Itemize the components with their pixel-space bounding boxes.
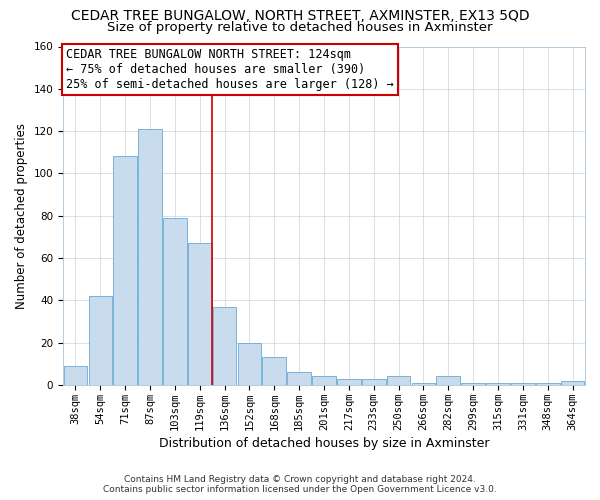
Bar — [64, 366, 87, 385]
Bar — [188, 243, 212, 385]
Bar — [113, 156, 137, 385]
Text: Size of property relative to detached houses in Axminster: Size of property relative to detached ho… — [107, 21, 493, 34]
Text: Contains HM Land Registry data © Crown copyright and database right 2024.
Contai: Contains HM Land Registry data © Crown c… — [103, 474, 497, 494]
Bar — [461, 383, 485, 385]
Bar — [436, 376, 460, 385]
Bar — [412, 383, 435, 385]
Bar — [486, 383, 510, 385]
Bar — [213, 306, 236, 385]
Bar — [561, 380, 584, 385]
Text: CEDAR TREE BUNGALOW NORTH STREET: 124sqm
← 75% of detached houses are smaller (3: CEDAR TREE BUNGALOW NORTH STREET: 124sqm… — [65, 48, 394, 91]
Bar — [163, 218, 187, 385]
Text: CEDAR TREE BUNGALOW, NORTH STREET, AXMINSTER, EX13 5QD: CEDAR TREE BUNGALOW, NORTH STREET, AXMIN… — [71, 9, 529, 23]
Bar — [536, 383, 560, 385]
Bar — [337, 378, 361, 385]
Bar — [287, 372, 311, 385]
Bar — [238, 342, 261, 385]
Bar — [362, 378, 386, 385]
Bar — [138, 129, 162, 385]
Bar — [89, 296, 112, 385]
Bar — [511, 383, 535, 385]
Bar — [262, 358, 286, 385]
Bar — [312, 376, 336, 385]
Y-axis label: Number of detached properties: Number of detached properties — [15, 122, 28, 308]
X-axis label: Distribution of detached houses by size in Axminster: Distribution of detached houses by size … — [159, 437, 489, 450]
Bar — [387, 376, 410, 385]
